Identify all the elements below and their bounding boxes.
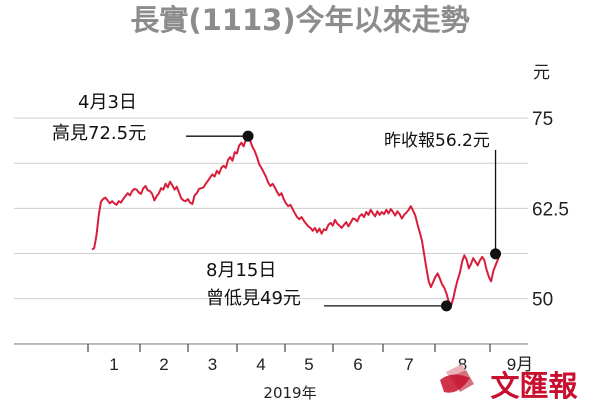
y-tick-label: 75 [532, 109, 553, 130]
y-tick-label: 50 [532, 290, 553, 311]
x-tick-label: 3 [208, 355, 217, 374]
y-tick-label: 62.5 [532, 199, 569, 220]
close-point-marker [490, 248, 502, 260]
close-value-label: 昨收報56.2元 [384, 131, 490, 151]
y-axis: 75 62.5 50 [532, 109, 569, 311]
y-axis-unit: 元 [533, 63, 550, 82]
high-point-marker [242, 130, 254, 142]
x-axis: 1 2 3 4 5 6 7 8 9月 [14, 343, 533, 374]
high-value-label: 高見72.5元 [52, 123, 146, 144]
x-tick-label: 7 [404, 355, 413, 374]
logo-mark-icon [440, 364, 474, 393]
chart-title: 長實(1113)今年以來走勢 [130, 3, 469, 37]
x-tick-label: 2 [159, 355, 168, 374]
x-tick-label: 8 [458, 355, 467, 374]
grid-lines [14, 117, 528, 345]
wenweipo-logo: 文匯報 [440, 364, 578, 403]
x-tick-label: 1 [109, 355, 118, 374]
low-date-label: 8月15日 [206, 260, 276, 281]
logo-text: 文匯報 [490, 369, 578, 403]
low-point-marker [440, 300, 452, 312]
x-tick-label: 9月 [507, 355, 533, 374]
price-line [91, 135, 501, 307]
plot-area [91, 135, 501, 307]
x-axis-label: 2019年 [263, 384, 316, 402]
x-tick-label: 4 [256, 355, 265, 374]
x-tick-label: 5 [304, 355, 313, 374]
high-date-label: 4月3日 [78, 92, 137, 113]
x-tick-label: 6 [353, 355, 362, 374]
low-value-label: 曾低見49元 [206, 288, 301, 309]
